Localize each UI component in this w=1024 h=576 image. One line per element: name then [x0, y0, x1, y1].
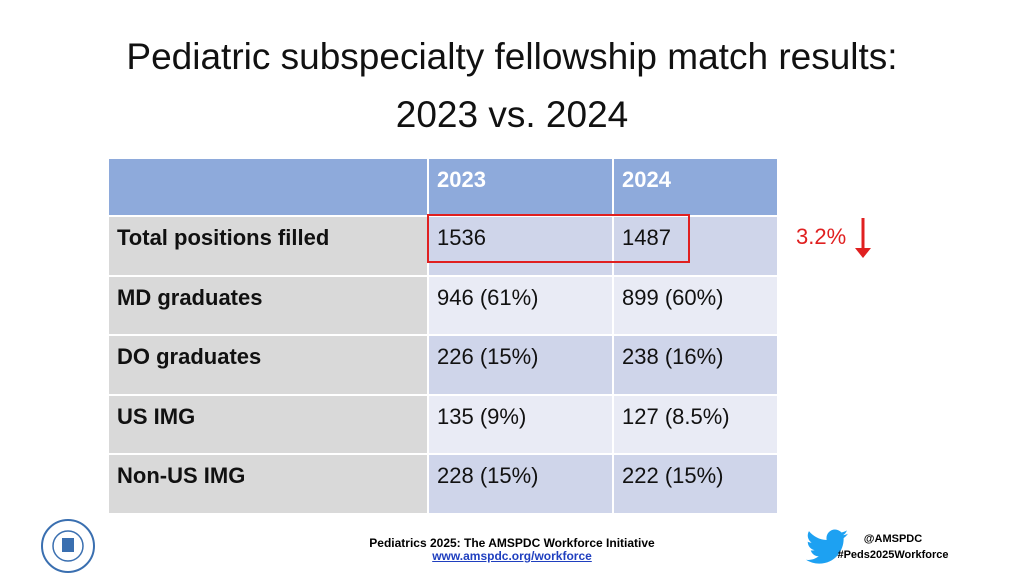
header-cell: 2023 — [428, 158, 613, 216]
footer-title: Pediatrics 2025: The AMSPDC Workforce In… — [369, 536, 655, 550]
footer-link[interactable]: www.amspdc.org/workforce — [432, 549, 592, 563]
down-arrow — [855, 218, 871, 258]
table-cell: 946 (61%) — [428, 275, 613, 336]
table-cell: 899 (60%) — [613, 275, 778, 336]
logo — [41, 519, 95, 573]
hashtag: #Peds2025Workforce — [837, 549, 949, 561]
row-label: DO graduates — [108, 335, 428, 395]
row-label: Non-US IMG — [108, 454, 428, 514]
table-cell: 222 (15%) — [613, 454, 778, 514]
row-label: MD graduates — [108, 275, 428, 336]
header-cell: 2024 — [613, 158, 778, 216]
title-line: Pediatric subspecialty fellowship match … — [126, 36, 898, 77]
table-cell: 1487 — [613, 216, 778, 276]
table: 2023 2024 Total positions filled 1536 1487 MD… — [108, 158, 778, 514]
title-line: 2023 vs. 2024 — [395, 94, 629, 135]
annotation: 3.2% — [796, 224, 847, 249]
table-cell: 1536 — [428, 216, 613, 276]
twitter-icon — [806, 529, 848, 564]
row-label: US IMG — [108, 394, 428, 455]
table-cell: 238 (16%) — [613, 335, 778, 395]
highlight-box — [427, 214, 690, 263]
row-label: Total positions filled — [108, 216, 428, 276]
table-cell: 228 (15%) — [428, 454, 613, 514]
header-cell — [108, 158, 428, 216]
table-cell: 127 (8.5%) — [613, 394, 778, 455]
table-cell: 135 (9%) — [428, 394, 613, 455]
twitter-handle: @AMSPDC — [863, 533, 923, 545]
table-cell: 226 (15%) — [428, 335, 613, 395]
